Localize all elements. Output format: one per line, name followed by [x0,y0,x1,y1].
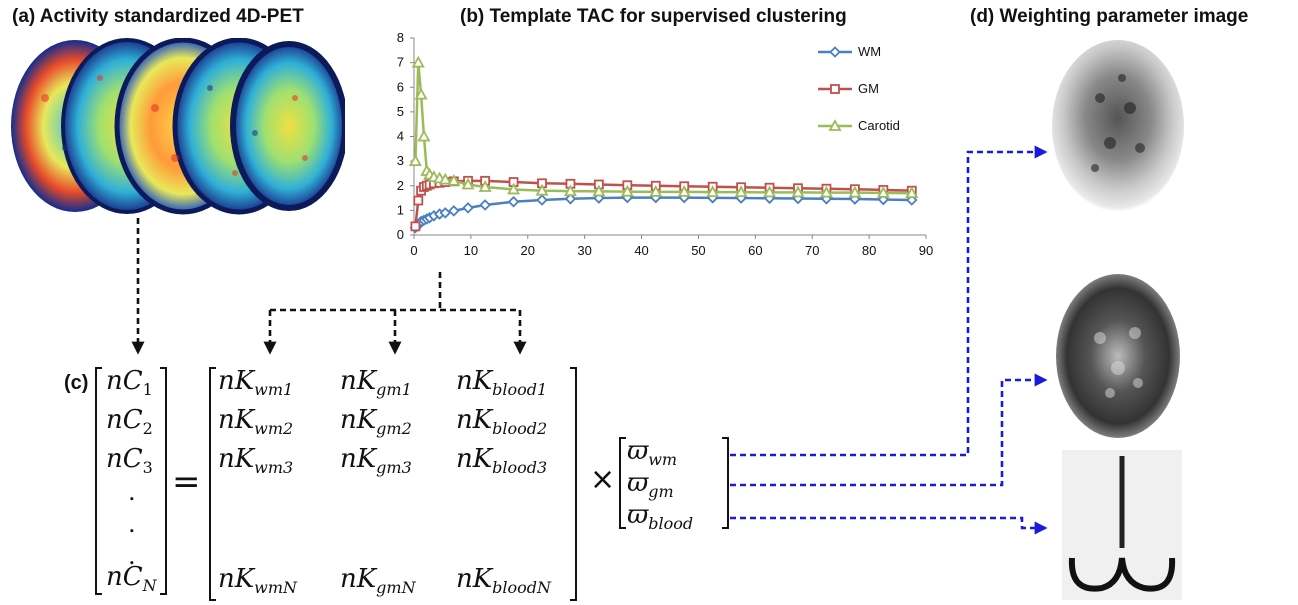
lhs-sub-2: 2 [143,419,153,438]
lhs-bracket-left [96,368,102,594]
weight-wm-sub: wm [648,450,677,469]
matrix-entry-base: nK [340,564,376,594]
matrix-entry-base: nK [218,405,254,435]
times-sign: × [590,462,615,497]
matrix-entry-sub: wm2 [254,419,293,438]
wm-weight-image [1052,40,1184,212]
lhs-sub-3: 3 [143,458,153,477]
weight-wm: ϖwm [627,436,677,469]
weight-blood: ϖblood [627,500,693,533]
matrix-entry-base: nK [218,444,254,474]
lhs-entry-n: nCN [106,562,157,595]
matrix-entry-sub: wm1 [254,380,293,399]
matrix-entry-gm-2: nKgm2 [340,405,412,438]
lhs-bracket-right [160,368,166,594]
matrix-entry-blood-3: nKblood3 [456,444,547,477]
matrix-entry-base: nK [218,366,254,396]
matrix-bracket-left [210,368,216,600]
matrix-entry-blood-1: nKblood1 [456,366,547,399]
lhs-dot-2: . [128,510,136,538]
gm-weight-image [1056,274,1180,438]
matrix-entry-base: nK [340,444,376,474]
matrix-entry-blood-2: nKblood2 [456,405,547,438]
lhs-entry-1: nC1 [106,366,153,399]
matrix-entry-sub: blood2 [492,419,547,438]
weights-bracket-left [620,438,626,528]
matrix-entry-sub: gm2 [376,419,412,438]
matrix-entry-wm-1: nKwm1 [218,366,293,399]
weight-blood-sub: blood [648,514,693,533]
matrix-entry-base: nK [456,405,492,435]
matrix-entry-sub: bloodN [492,578,551,597]
lhs-dot-1: . [128,478,136,506]
matrix-entry-base: nK [456,564,492,594]
lhs-entry-3: nC3 [106,444,153,477]
matrix-entry-base: nK [456,444,492,474]
arrow-wm-weight [730,152,1045,455]
matrix-entry-base: nK [340,366,376,396]
equals-sign: = [172,462,201,502]
arrow-gm-weight [730,380,1045,485]
matrix-entry-sub: blood1 [492,380,547,399]
matrix-entry-base: nK [340,405,376,435]
matrix-entry-sub: gm1 [376,380,412,399]
lhs-sub-n: N [143,576,157,595]
matrix-entry-gm-3: nKgm3 [340,444,412,477]
matrix-entry-sub: gmN [376,578,415,597]
matrix-entry-sub: gm3 [376,458,412,477]
weight-gm: ϖgm [627,468,674,501]
matrix-entry-base: nK [456,366,492,396]
weights-bracket-right [722,438,728,528]
matrix-entry-sub: wmN [254,578,297,597]
matrix-entry-gm-1: nKgm1 [340,366,412,399]
weight-images [1040,38,1200,603]
matrix-entry-wm-7: nKwmN [218,564,297,597]
lhs-sub-1: 1 [143,380,153,399]
matrix-entry-sub: wm3 [254,458,293,477]
matrix-bracket-right [570,368,576,600]
matrix-entry-wm-3: nKwm3 [218,444,293,477]
weight-gm-sub: gm [648,482,673,501]
matrix-entry-base: nK [218,564,254,594]
arrow-blood-weight [730,518,1045,528]
matrix-entry-sub: blood3 [492,458,547,477]
matrix-entry-wm-2: nKwm2 [218,405,293,438]
matrix-entry-gm-7: nKgmN [340,564,416,597]
panel-c-label: (c) [64,372,88,395]
lhs-entry-2: nC2 [106,405,153,438]
matrix-entry-blood-7: nKbloodN [456,564,551,597]
